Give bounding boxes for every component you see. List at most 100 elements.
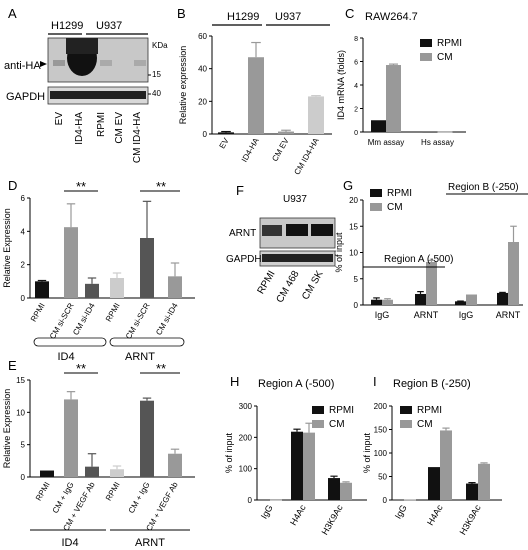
blot-a-marker-15: 15	[152, 70, 161, 79]
chart-g-ytick-label: 0	[354, 301, 359, 310]
arrow-icon	[40, 61, 47, 67]
chart-b-ytick-label: 40	[198, 65, 207, 74]
blot-f-label-arnt: ARNT	[229, 228, 256, 239]
chart-i-legend-swatch	[400, 420, 412, 428]
blot-a-group-1: H1299	[51, 20, 83, 32]
chart-e-group-label: ARNT	[135, 537, 165, 549]
chart-g-xtick-label: ARNT	[414, 310, 439, 320]
chart-h-ytick-label: 100	[239, 465, 253, 474]
chart-d-group-label: ARNT	[125, 351, 155, 363]
chart-h-bar	[291, 431, 303, 500]
chart-i-bar	[440, 430, 452, 500]
chart-d-ytick-label: 6	[21, 194, 26, 203]
chart-g-legend-swatch	[370, 203, 382, 211]
chart-g-region-label: Region B (-250)	[448, 182, 519, 193]
blot-a-lane-labels: EV ID4-HA RPMI CM EV CM ID4-HA	[54, 112, 143, 163]
chart-c-bar	[422, 131, 438, 133]
chart-d-bar	[168, 276, 182, 298]
chart-b-bar	[248, 57, 264, 134]
chart-h-ytick-label: 0	[248, 496, 253, 505]
panel-letter-i: I	[373, 374, 377, 389]
chart-d-significance: **	[156, 179, 166, 194]
panel-letter-c: C	[345, 6, 355, 21]
chart-g-legend-label: RPMI	[387, 188, 412, 199]
chart-i-title: Region B (-250)	[393, 378, 471, 390]
chart-g-bar	[371, 299, 382, 305]
blot-f-label-gapdh: GAPDH	[226, 254, 262, 265]
chart-d-bar	[35, 281, 49, 298]
chart-g-ytick-label: 20	[349, 196, 358, 205]
chart-e-ytick-label: 10	[16, 408, 25, 417]
chart-c-ytick-label: 0	[354, 130, 358, 137]
chart-i-xtick-label: IgG	[393, 503, 409, 521]
chart-e-bar	[85, 466, 99, 477]
chart-i-ytick-label: 50	[378, 473, 387, 482]
chart-d-ylabel: Relative Expression	[2, 208, 12, 288]
chart-d-bar	[110, 278, 124, 298]
chart-c-legend-label: RPMI	[437, 38, 462, 49]
chart-d-significance: **	[76, 179, 86, 194]
chart-g-bar	[497, 292, 508, 305]
chart-h-ytick-label: 200	[239, 433, 253, 442]
chart-e-group-label: ID4	[61, 537, 78, 549]
blot-a-label-ha: anti-HA	[4, 60, 41, 72]
chart-i-bar	[392, 499, 404, 501]
chart-g-bar	[426, 261, 437, 305]
chart-e-ylabel: Relative Expression	[2, 389, 12, 469]
chart-c-ytick-label: 8	[354, 36, 358, 43]
chart-i-bar	[466, 483, 478, 500]
panel-letter-a: A	[8, 6, 17, 21]
chart-i-ytick-label: 100	[374, 449, 388, 458]
panel-letter-d: D	[8, 178, 18, 193]
chart-e-ytick-label: 5	[21, 441, 26, 450]
chart-h-bar	[270, 499, 282, 501]
chart-i-bar	[404, 499, 416, 501]
chart-e-bar	[64, 399, 78, 477]
chart-c-bar	[437, 131, 453, 133]
chart-b-group-label: H1299	[227, 11, 259, 23]
chart-d-ytick-label: 4	[21, 227, 26, 236]
chart-h-legend-swatch	[312, 420, 324, 428]
chart-c-bar	[386, 65, 401, 132]
chart-i-ylabel: % of input	[362, 432, 372, 473]
chart-b-bar	[218, 132, 234, 134]
chart-i-legend-label: CM	[417, 419, 433, 430]
chart-h-bar	[328, 478, 340, 500]
chart-c-ylabel: ID4 mRNA (folds)	[336, 50, 346, 120]
chart-h-bar	[340, 482, 352, 500]
chart-b-bar	[278, 131, 294, 134]
chart-b-ytick-label: 20	[198, 97, 207, 106]
chart-h-legend-label: RPMI	[329, 405, 354, 416]
chart-h-legend-swatch	[312, 406, 324, 414]
chart-e-bar	[110, 469, 124, 477]
chart-b-group-label: U937	[275, 11, 301, 23]
panel-letter-f: F	[236, 183, 244, 198]
blot-a-lane-label: ID4-HA	[74, 112, 85, 145]
chart-d-bar	[64, 227, 78, 298]
chart-c-legend-swatch	[420, 39, 432, 47]
chart-e-bar	[168, 453, 182, 477]
chart-d-bar	[85, 283, 99, 298]
blot-a-kda: KDa	[152, 41, 168, 50]
chart-g-bar	[415, 293, 426, 305]
chart-i-ytick-label: 0	[383, 496, 388, 505]
chart-c-ytick-label: 6	[354, 60, 358, 67]
chart-i-xtick-label: H3K9Ac	[458, 503, 483, 537]
chart-g-legend-label: CM	[387, 202, 403, 213]
chart-c-title: RAW264.7	[365, 11, 418, 23]
panel-letter-e: E	[8, 358, 17, 373]
chart-b-ytick-label: 0	[203, 130, 208, 139]
chart-b-ytick-label: 60	[198, 32, 207, 41]
chart-d-bar	[140, 238, 154, 298]
chart-h-ytick-label: 300	[239, 402, 253, 411]
chart-c-ytick-label: 4	[354, 83, 358, 90]
blot-a-group-2: U937	[96, 20, 122, 32]
